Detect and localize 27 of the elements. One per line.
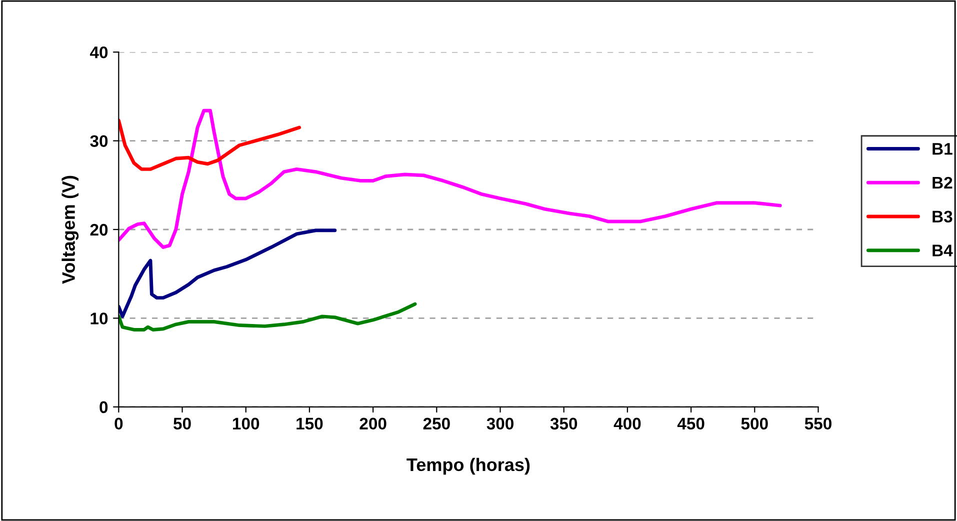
line-series <box>118 108 782 249</box>
line-series <box>118 302 417 332</box>
legend-label: B4 <box>932 244 953 256</box>
x-tick-label: 100 <box>233 418 260 430</box>
legend-label: B2 <box>932 176 952 188</box>
x-tick-label: 350 <box>550 418 578 430</box>
line-series <box>118 228 337 318</box>
x-tick-label: 250 <box>423 418 450 430</box>
x-tick-label: 550 <box>804 418 832 430</box>
x-tick-label: 0 <box>114 418 123 430</box>
x-axis-title: Tempo (horas) <box>406 458 530 475</box>
x-tick-label: 500 <box>741 418 768 430</box>
legend-label: B3 <box>932 210 952 223</box>
line-series <box>118 118 302 171</box>
y-tick-label: 0 <box>100 401 108 414</box>
x-tick-label: 300 <box>486 418 514 430</box>
x-tick-label: 50 <box>174 418 191 430</box>
y-tick-label: 30 <box>90 135 108 148</box>
y-axis-title: Voltagem (V) <box>62 176 79 284</box>
y-tick-label: 40 <box>90 46 108 58</box>
x-tick-label: 150 <box>296 418 323 430</box>
y-tick-label: 20 <box>90 224 108 236</box>
y-tick-label: 10 <box>90 312 108 324</box>
x-tick-label: 200 <box>360 418 386 430</box>
x-tick-label: 400 <box>614 418 641 430</box>
x-tick-label: 450 <box>677 418 704 430</box>
legend-label: B1 <box>932 143 952 155</box>
